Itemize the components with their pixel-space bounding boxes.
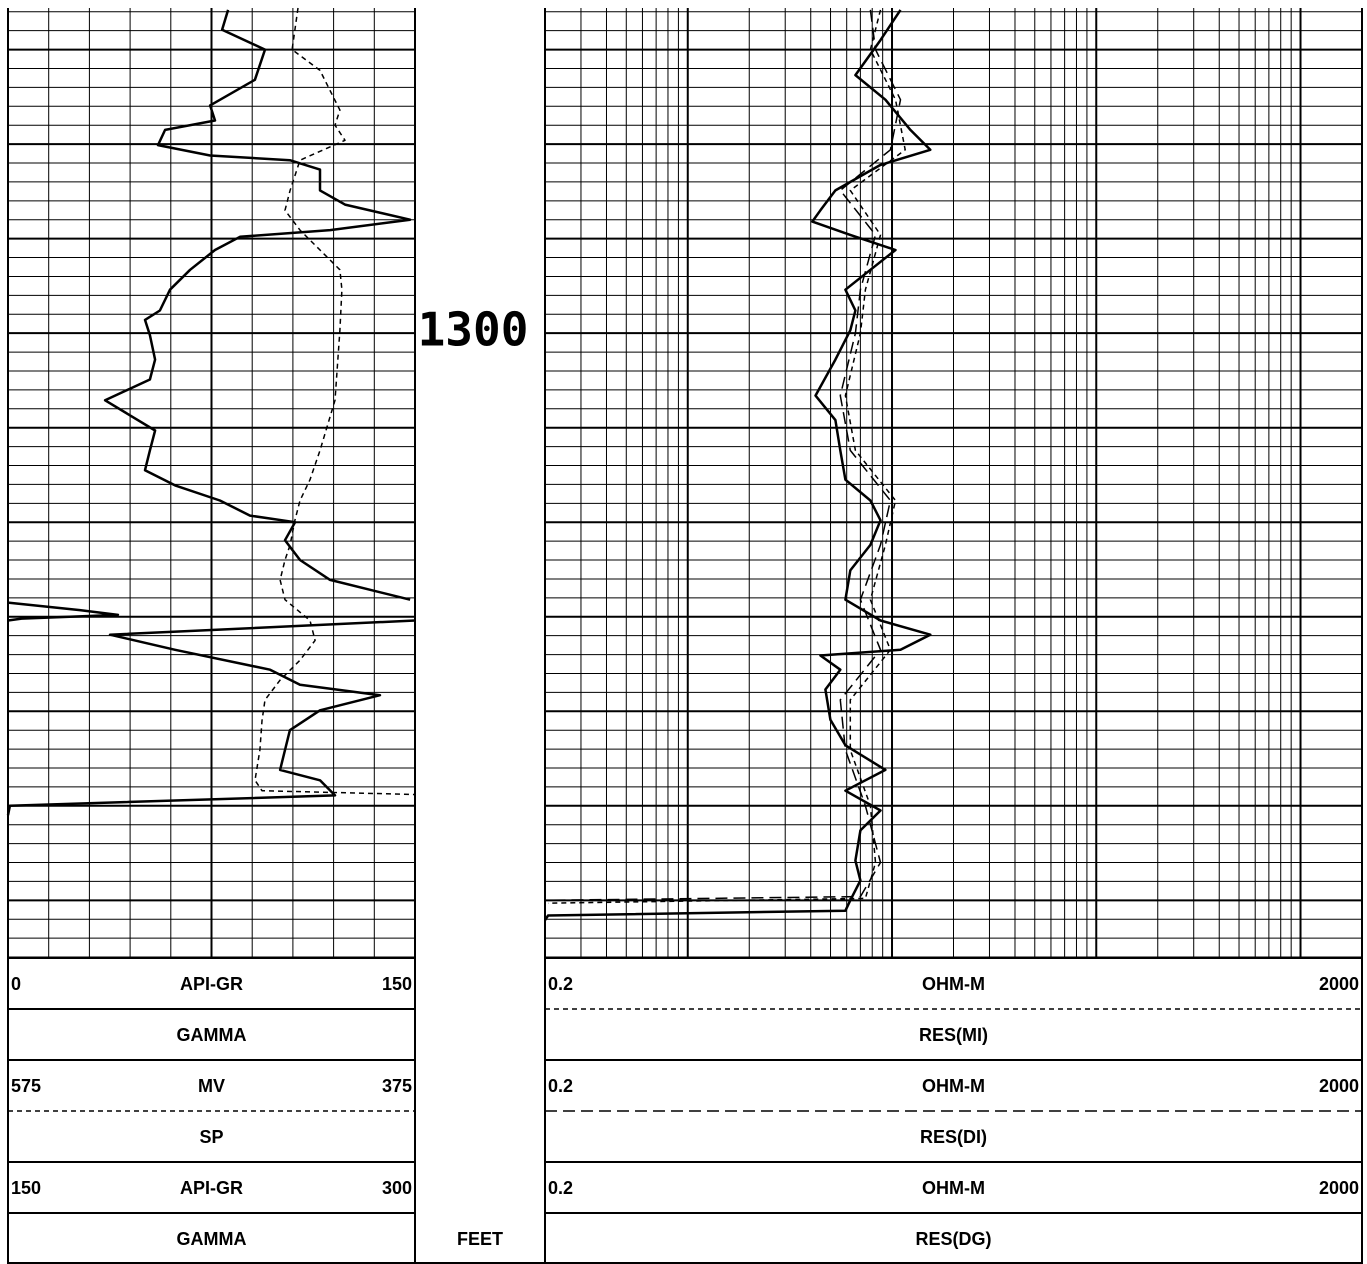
- scale-left: 150: [11, 1178, 41, 1198]
- curve-name: RES(MI): [919, 1025, 988, 1045]
- log-curve: [548, 9, 902, 902]
- scale-unit: OHM-M: [922, 974, 985, 994]
- scale-right: 375: [382, 1076, 412, 1096]
- scale-left: 0.2: [548, 974, 573, 994]
- log-curve: [254, 7, 416, 958]
- scale-left: 0.2: [548, 1178, 573, 1198]
- log-curve: [548, 9, 906, 904]
- scale-unit: OHM-M: [922, 1178, 985, 1198]
- scale-right: 300: [382, 1178, 412, 1198]
- scale-right: 2000: [1319, 1076, 1359, 1096]
- scale-right: 2000: [1319, 974, 1359, 994]
- log-curve: [7, 601, 120, 622]
- log-curve: [543, 9, 932, 921]
- curve-name: RES(DI): [920, 1127, 987, 1147]
- scale-right: 150: [382, 974, 412, 994]
- scale-unit: MV: [198, 1076, 225, 1096]
- scale-left: 575: [11, 1076, 41, 1096]
- scale-left: 0: [11, 974, 21, 994]
- scale-unit: API-GR: [180, 974, 243, 994]
- scale-unit: OHM-M: [922, 1076, 985, 1096]
- depth-unit: FEET: [457, 1229, 503, 1249]
- curve-name: RES(DG): [916, 1229, 992, 1249]
- depth-label: 1300: [418, 303, 529, 357]
- curve-name: SP: [199, 1127, 223, 1147]
- scale-left: 0.2: [548, 1076, 573, 1096]
- scale-unit: API-GR: [180, 1178, 243, 1198]
- curve-name: GAMMA: [177, 1229, 247, 1249]
- scale-right: 2000: [1319, 1178, 1359, 1198]
- curve-name: GAMMA: [177, 1025, 247, 1045]
